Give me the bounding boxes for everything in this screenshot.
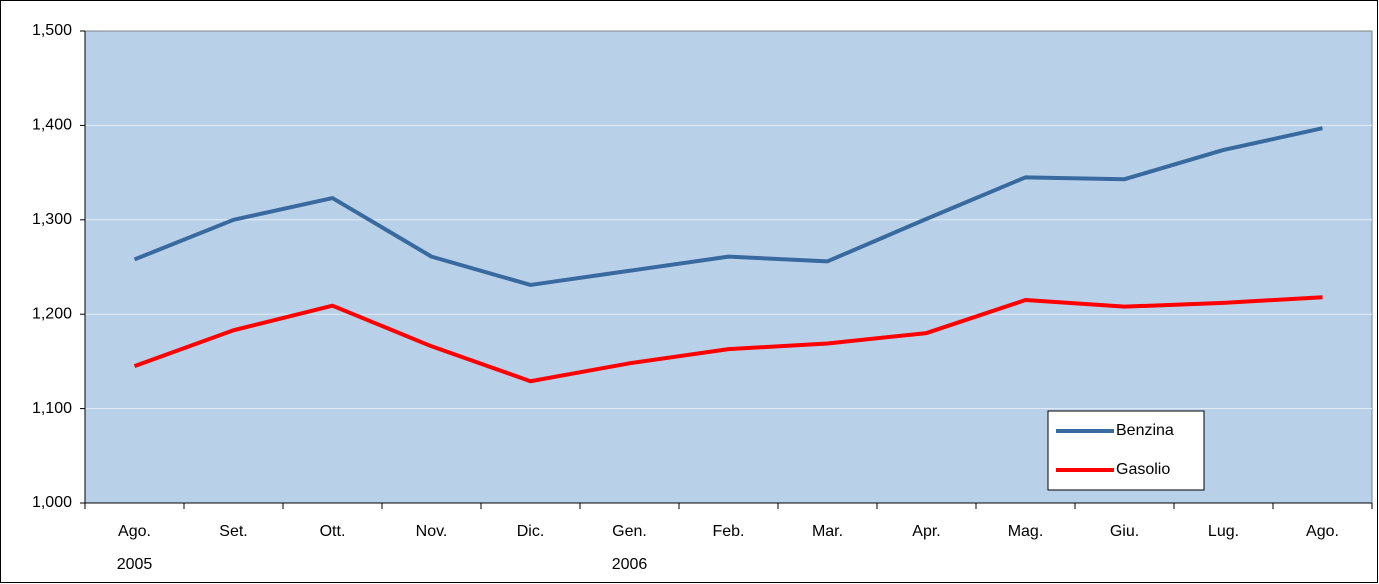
y-tick-label: 1,200 [32, 305, 72, 322]
y-tick-label: 1,300 [32, 211, 72, 228]
legend-label: Gasolio [1116, 461, 1170, 478]
x-tick-label: Gen. [612, 523, 647, 540]
y-tick-label: 1,500 [32, 22, 72, 39]
x-tick-label: Ott. [320, 523, 346, 540]
legend-box [1047, 410, 1205, 491]
x-year-label: 2005 [117, 556, 153, 573]
x-tick-label: Lug. [1208, 523, 1239, 540]
x-tick-label: Nov. [416, 523, 448, 540]
x-year-label: 2006 [612, 556, 648, 573]
y-tick-label: 1,100 [32, 400, 72, 417]
x-tick-label: Feb. [712, 523, 744, 540]
x-tick-label: Mar. [812, 523, 843, 540]
x-tick-label: Giu. [1110, 523, 1139, 540]
x-tick-label: Mag. [1008, 523, 1044, 540]
y-tick-label: 1,400 [32, 117, 72, 134]
x-tick-label: Dic. [517, 523, 545, 540]
x-tick-label: Set. [219, 523, 247, 540]
legend-label: Benzina [1116, 422, 1174, 439]
series-line [133, 126, 1323, 287]
series-line [133, 295, 1323, 384]
x-tick-label: Apr. [912, 523, 940, 540]
x-tick-label: Ago. [1306, 523, 1339, 540]
x-tick-label: Ago. [118, 523, 151, 540]
y-tick-label: 1,000 [32, 494, 72, 511]
